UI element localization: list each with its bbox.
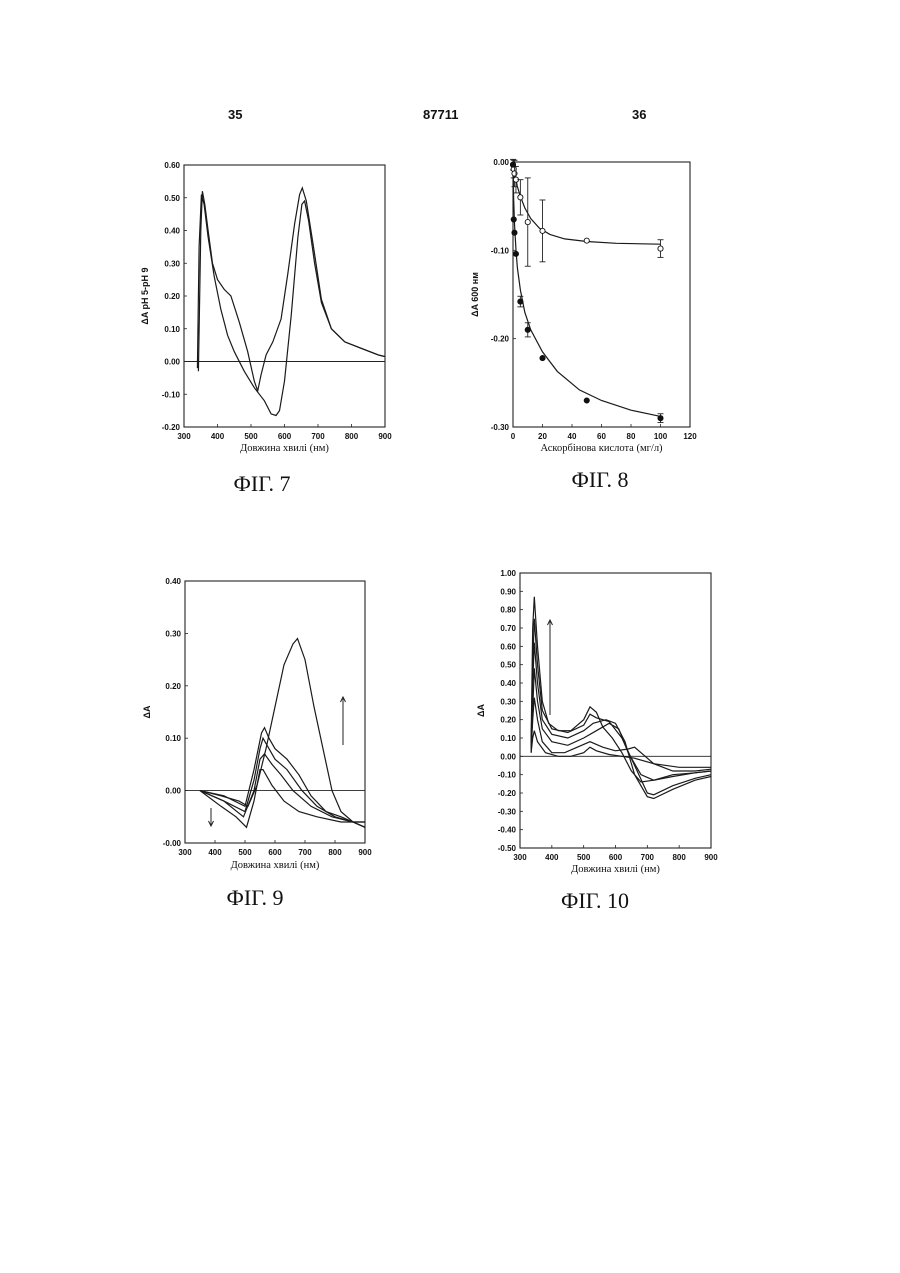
x-tick-label: 800: [672, 853, 686, 862]
plot-frame: [520, 573, 711, 848]
x-tick-label: 400: [545, 853, 559, 862]
x-tick-label: 300: [513, 853, 527, 862]
y-tick-label: 0.00: [500, 752, 516, 761]
x-tick-label: 900: [704, 853, 718, 862]
y-tick-label: -0.50: [498, 844, 517, 853]
y-tick-label: -0.20: [498, 789, 517, 798]
x-tick-label: 500: [577, 853, 591, 862]
y-axis-label: ΔA: [476, 704, 486, 717]
y-tick-label: 0.40: [500, 679, 516, 688]
y-tick-label: 0.70: [500, 624, 516, 633]
series-line-1: [531, 597, 711, 782]
y-tick-label: 0.90: [500, 587, 516, 596]
y-tick-label: 0.80: [500, 606, 516, 615]
y-tick-label: -0.30: [498, 807, 517, 816]
figure-10-chart: 300 400 500 600 700 800 900 -0.50 -0.40 -0.30 -0.2…: [0, 0, 900, 930]
y-tick-label: 0.60: [500, 642, 516, 651]
y-tick-label: -0.10: [498, 771, 517, 780]
x-tick-label: 700: [641, 853, 655, 862]
x-axis-label: Довжина хвилі (нм): [571, 864, 660, 875]
x-tick-label: 600: [609, 853, 623, 862]
y-tick-label: 0.10: [500, 734, 516, 743]
y-tick-label: 0.20: [500, 716, 516, 725]
series-line-4: [531, 668, 711, 780]
y-tick-label: 0.30: [500, 697, 516, 706]
series-line-2: [531, 619, 711, 795]
figure-caption: ФІГ. 10: [561, 888, 629, 913]
y-tick-label: 1.00: [500, 569, 516, 578]
y-tick-label: -0.40: [498, 826, 517, 835]
y-tick-label: 0.50: [500, 661, 516, 670]
